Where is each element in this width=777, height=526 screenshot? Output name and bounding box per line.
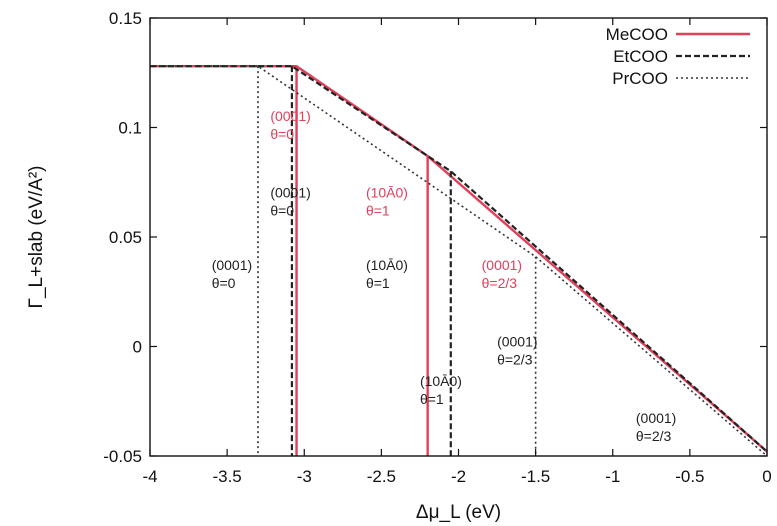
annotation-line: (0001)	[270, 185, 310, 201]
annotation-et-0001-23: (0001) θ=2/3	[497, 334, 537, 368]
annotation-line: θ=1	[420, 391, 444, 407]
annotation-line: θ=0	[270, 203, 294, 219]
x-tick-label: 0	[762, 467, 771, 486]
annotation-pr-0001: (0001) θ=0	[212, 257, 252, 291]
x-tick-label: -2	[451, 467, 466, 486]
annotation-line: (0001)	[636, 410, 676, 426]
series-layer	[150, 64, 768, 457]
annotation-pr-0001-23: (0001) θ=2/3	[636, 410, 676, 444]
annotation-me-0001: (0001) θ=0	[270, 108, 310, 142]
x-tick-label: -4	[142, 467, 157, 486]
annotation-me-1010: (10Ā0) θ=1	[366, 185, 408, 219]
legend-label-mecoo: MeCOO	[606, 25, 668, 44]
y-tick-label: 0.05	[109, 228, 142, 247]
annotation-me-0001-23: (0001) θ=2/3	[482, 257, 522, 291]
legend: MeCOO EtCOO PrCOO	[606, 25, 750, 88]
series-etcoo	[150, 65, 768, 456]
annotation-pr-1010: (10Ā0) θ=1	[420, 373, 462, 407]
annotation-et-1010: (10Ā0) θ=1	[366, 257, 408, 291]
annotation-line: (10Ā0)	[420, 373, 462, 389]
annotation-line: θ=2/3	[482, 275, 518, 291]
x-tick-label: -2.5	[367, 467, 396, 486]
y-axis-label: Γ_L+slab (eV/A²)	[26, 165, 47, 308]
y-tick-label: 0	[133, 338, 142, 357]
legend-label-prcoo: PrCOO	[612, 69, 668, 88]
annotation-line: (10Ā0)	[366, 257, 408, 273]
y-tick-label: -0.05	[103, 447, 142, 466]
y-tick-label: 0.1	[118, 119, 142, 138]
x-tick-label: -3	[297, 467, 312, 486]
annotation-line: (0001)	[497, 334, 537, 350]
legend-label-etcoo: EtCOO	[613, 47, 668, 66]
x-tick-label: -1.5	[521, 467, 550, 486]
annotation-line: (0001)	[270, 108, 310, 124]
annotation-line: θ=1	[366, 203, 390, 219]
x-tick-label: -3.5	[212, 467, 241, 486]
y-tick-label: 0.15	[109, 9, 142, 28]
series-line-etcoo	[150, 65, 768, 453]
axes: -4 -3.5 -3 -2.5 -2 -1.5 -1 -0.5 0 -0.05 0 0.05 0.1 0.…	[26, 9, 772, 523]
annotation-et-0001: (0001) θ=0	[270, 185, 310, 219]
annotation-line: (10Ā0)	[366, 185, 408, 201]
annotations: (0001) θ=0(0001) θ=0(0001) θ=0(10Ā0) θ=1(10Ā…	[212, 108, 677, 444]
x-tick-label: -1	[605, 467, 620, 486]
annotation-line: (0001)	[212, 257, 252, 273]
series-prcoo	[150, 65, 768, 457]
annotation-line: θ=1	[366, 275, 390, 291]
x-axis-label: Δμ_L (eV)	[416, 502, 501, 523]
annotation-line: (0001)	[482, 257, 522, 273]
x-tick-label: -0.5	[675, 467, 704, 486]
plot-frame	[149, 17, 768, 457]
annotation-line: θ=0	[270, 126, 294, 142]
annotation-line: θ=0	[212, 275, 236, 291]
series-line-prcoo	[150, 65, 768, 457]
annotation-line: θ=2/3	[497, 352, 533, 368]
annotation-line: θ=2/3	[636, 428, 672, 444]
